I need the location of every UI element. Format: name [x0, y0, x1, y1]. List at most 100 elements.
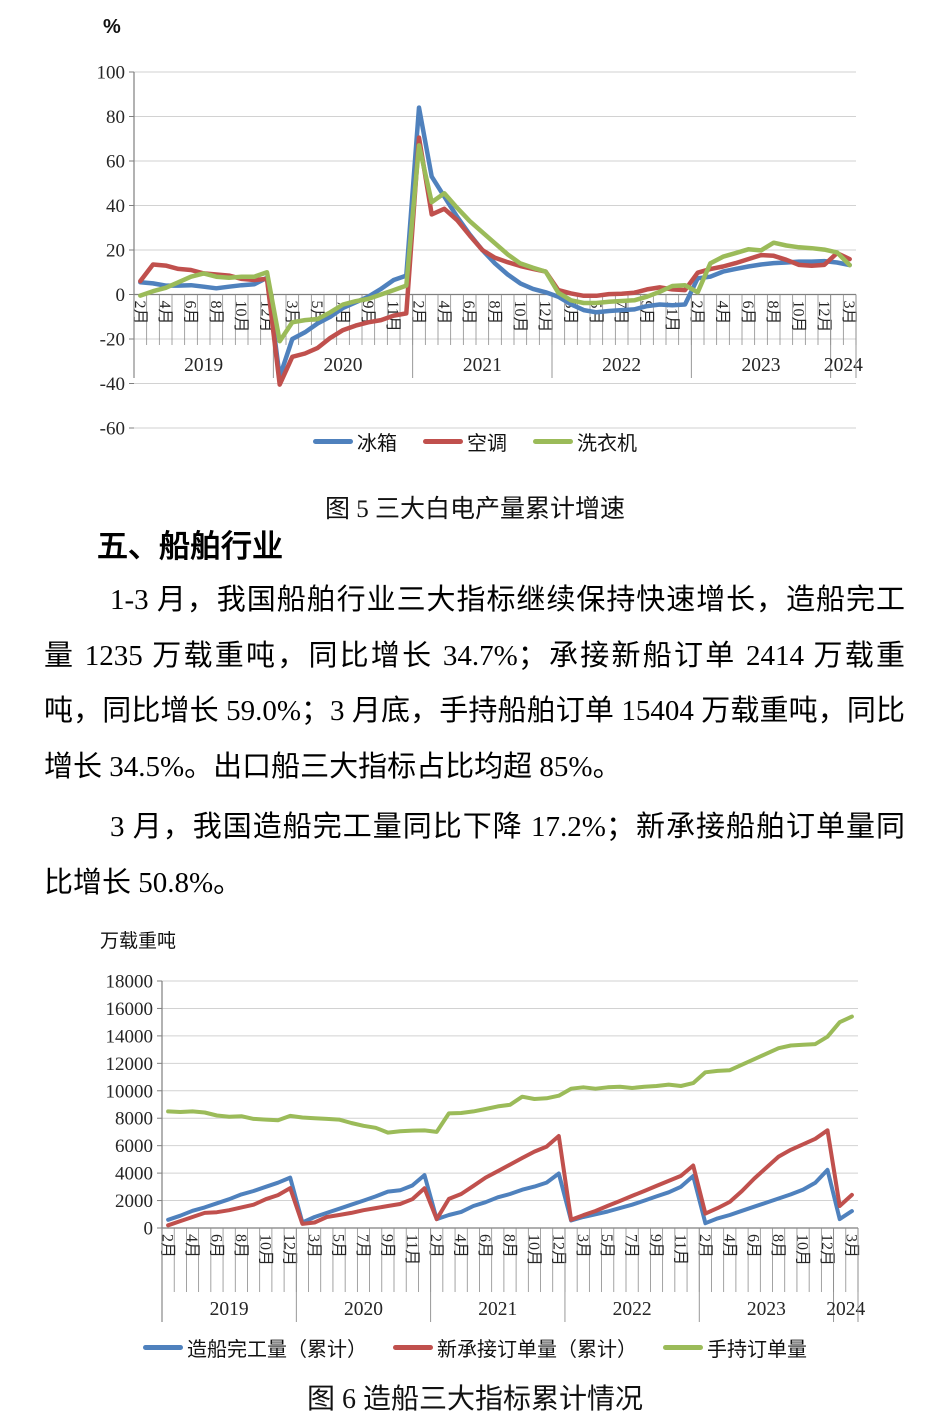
figure6-caption: 图 6 造船三大指标累计情况 — [306, 1384, 643, 1415]
svg-text:14000: 14000 — [106, 1026, 154, 1047]
paragraph-shipbuilding-march: 3 月，我国造船完工量同比下降 17.2%；新承接船舶订单量同比增长 50.8%… — [44, 811, 905, 899]
svg-text:7月: 7月 — [612, 301, 629, 325]
legend-item: 空调 — [423, 427, 507, 456]
section-heading: 五、船舶行业 — [97, 529, 283, 564]
svg-text:100: 100 — [97, 63, 126, 84]
svg-text:6月: 6月 — [739, 301, 756, 325]
svg-text:80: 80 — [106, 107, 125, 128]
legend-label: 冰箱 — [357, 432, 397, 455]
svg-text:16000: 16000 — [106, 999, 154, 1020]
svg-text:12月: 12月 — [818, 1234, 835, 1266]
svg-text:12月: 12月 — [549, 1234, 566, 1266]
legend-label: 洗衣机 — [577, 432, 637, 455]
svg-text:6000: 6000 — [115, 1136, 153, 1157]
svg-text:2月: 2月 — [688, 301, 705, 325]
svg-text:2月: 2月 — [427, 1234, 444, 1258]
svg-text:3月: 3月 — [283, 301, 300, 325]
svg-text:4月: 4月 — [435, 301, 452, 325]
figure5-legend: 冰箱 空调 洗衣机 — [0, 427, 950, 456]
svg-text:2月: 2月 — [131, 301, 148, 325]
svg-text:2000: 2000 — [115, 1191, 153, 1212]
svg-text:6月: 6月 — [745, 1234, 762, 1258]
svg-text:5月: 5月 — [330, 1234, 347, 1258]
svg-text:2022: 2022 — [613, 1299, 652, 1320]
figure6-unit-label: 万载重吨 — [100, 931, 177, 952]
svg-text:4月: 4月 — [452, 1234, 469, 1258]
svg-text:3月: 3月 — [842, 1234, 859, 1258]
svg-text:2024: 2024 — [824, 355, 863, 376]
svg-text:2021: 2021 — [478, 1299, 517, 1320]
svg-text:-60: -60 — [100, 419, 125, 440]
svg-text:11月: 11月 — [663, 301, 680, 332]
figure6-line-chart: 0 2000 4000 6000 8000 10000 12000 14000 16000 180… — [106, 972, 866, 1322]
svg-text:7月: 7月 — [354, 1234, 371, 1258]
legend-item: 冰箱 — [313, 427, 397, 456]
legend-swatch — [423, 438, 463, 444]
legend-label: 造船完工量（累计） — [187, 1338, 367, 1361]
svg-text:0: 0 — [144, 1219, 154, 1240]
figure6-legend: 造船完工量（累计） 新承接订单量（累计） 手持订单量 — [0, 1333, 950, 1362]
svg-text:2月: 2月 — [410, 301, 427, 325]
svg-text:4月: 4月 — [720, 1234, 737, 1258]
paragraph-shipbuilding-q1: 1-3 月，我国船舶行业三大指标继续保持快速增长，造船完工量 1235 万载重吨… — [44, 584, 905, 783]
svg-text:10000: 10000 — [106, 1081, 154, 1102]
svg-text:2021: 2021 — [463, 355, 502, 376]
svg-text:6月: 6月 — [476, 1234, 493, 1258]
svg-text:10月: 10月 — [525, 1234, 542, 1266]
legend-item: 手持订单量 — [663, 1333, 807, 1362]
svg-text:8月: 8月 — [232, 1234, 249, 1258]
svg-text:10月: 10月 — [511, 301, 528, 333]
svg-text:9月: 9月 — [378, 1234, 395, 1258]
svg-text:3月: 3月 — [305, 1234, 322, 1258]
svg-text:10月: 10月 — [256, 1234, 273, 1266]
svg-text:2月: 2月 — [159, 1234, 176, 1258]
legend-swatch — [663, 1344, 703, 1350]
svg-text:8月: 8月 — [764, 301, 781, 325]
svg-text:2月: 2月 — [696, 1234, 713, 1258]
svg-text:4月: 4月 — [714, 301, 731, 325]
svg-text:8000: 8000 — [115, 1109, 153, 1130]
svg-text:12000: 12000 — [106, 1054, 154, 1075]
svg-text:8月: 8月 — [486, 301, 503, 325]
figure5-unit-label: % — [103, 16, 121, 38]
svg-text:2022: 2022 — [602, 355, 641, 376]
legend-swatch — [143, 1344, 183, 1350]
svg-text:10月: 10月 — [794, 1234, 811, 1266]
svg-text:4000: 4000 — [115, 1164, 153, 1185]
svg-text:6月: 6月 — [460, 301, 477, 325]
legend-swatch — [313, 438, 353, 444]
legend-item: 造船完工量（累计） — [143, 1333, 367, 1362]
svg-text:3月: 3月 — [574, 1234, 591, 1258]
svg-text:5月: 5月 — [598, 1234, 615, 1258]
svg-text:12月: 12月 — [815, 301, 832, 333]
svg-text:8月: 8月 — [769, 1234, 786, 1258]
svg-text:7月: 7月 — [623, 1234, 640, 1258]
legend-item: 新承接订单量（累计） — [393, 1333, 637, 1362]
svg-text:4月: 4月 — [156, 301, 173, 325]
svg-text:4月: 4月 — [183, 1234, 200, 1258]
svg-text:8月: 8月 — [207, 301, 224, 325]
svg-text:2023: 2023 — [747, 1299, 786, 1320]
legend-label: 空调 — [467, 432, 507, 455]
svg-text:2023: 2023 — [742, 355, 781, 376]
svg-text:0: 0 — [116, 285, 126, 306]
svg-text:40: 40 — [106, 196, 125, 217]
svg-text:12月: 12月 — [536, 301, 553, 333]
svg-text:2020: 2020 — [344, 1299, 383, 1320]
svg-text:11月: 11月 — [403, 1234, 420, 1265]
legend-label: 新承接订单量（累计） — [437, 1338, 637, 1361]
svg-text:10月: 10月 — [790, 301, 807, 333]
svg-text:12月: 12月 — [281, 1234, 298, 1266]
svg-text:3月: 3月 — [840, 301, 857, 325]
svg-text:-40: -40 — [100, 374, 125, 395]
legend-swatch — [533, 438, 573, 444]
figure5-caption: 图 5 三大白电产量累计增速 — [324, 496, 625, 523]
svg-text:18000: 18000 — [106, 972, 154, 993]
svg-text:2020: 2020 — [324, 355, 363, 376]
svg-text:2024: 2024 — [826, 1299, 865, 1320]
svg-text:-20: -20 — [100, 330, 125, 351]
svg-text:9月: 9月 — [647, 1234, 664, 1258]
svg-text:8月: 8月 — [501, 1234, 518, 1258]
